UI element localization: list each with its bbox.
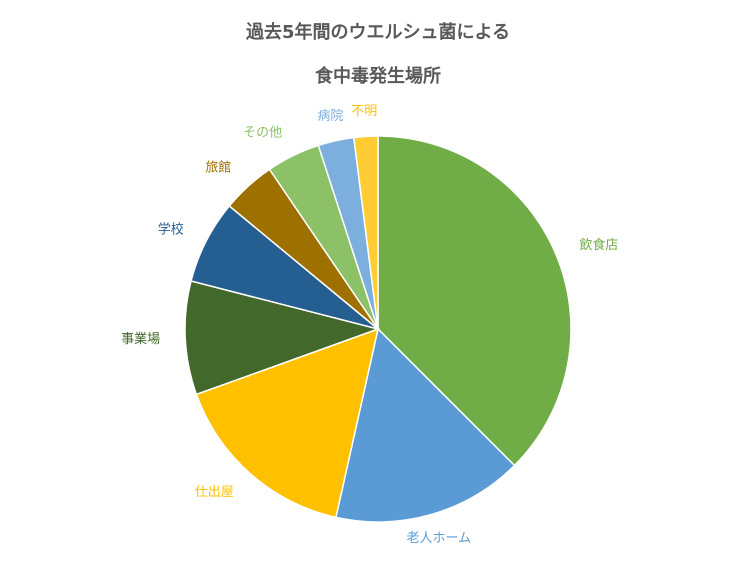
pie-label-5: 旅館 <box>205 160 231 175</box>
pie-label-4: 学校 <box>158 222 184 238</box>
chart-title-line-2: 食中毒発生場所 <box>315 66 441 87</box>
pie-slice-3 <box>184 280 381 396</box>
pie-label-1: 老人ホーム <box>406 531 471 546</box>
pie-slice-8 <box>352 135 379 330</box>
pie-label-2: 仕出屋 <box>195 485 234 500</box>
pie-slice-1 <box>335 327 516 523</box>
pie-slices <box>184 135 572 523</box>
pie-slice-2 <box>195 327 380 519</box>
pie-label-6: その他 <box>243 126 282 141</box>
chart-title-line-1: 過去5年間のウエルシュ菌による <box>246 22 510 43</box>
pie-label-3: 事業場 <box>121 331 160 347</box>
pie-label-8: 不明 <box>351 104 377 119</box>
pie-label-0: 飲食店 <box>579 237 618 253</box>
pie-slice-0 <box>377 135 572 467</box>
pie-label-7: 病院 <box>317 109 343 124</box>
